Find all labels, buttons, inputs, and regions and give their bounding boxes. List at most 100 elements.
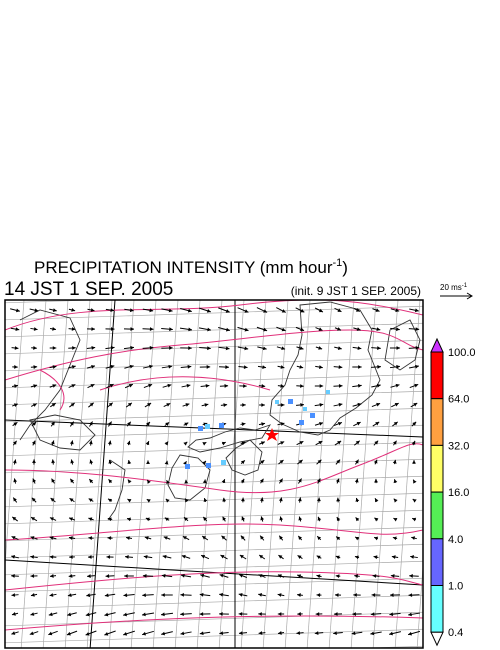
wind-arrow-head xyxy=(412,460,416,464)
wind-arrow-head xyxy=(219,573,224,578)
colorbar-label: 32.0 xyxy=(448,440,469,452)
wind-arrow-head xyxy=(52,308,57,312)
wind-arrow-head xyxy=(297,574,302,578)
wind-arrow-head xyxy=(244,327,249,332)
parallel xyxy=(5,611,423,627)
wind-arrow-head xyxy=(355,517,360,522)
wind-arrow-head xyxy=(238,592,243,597)
wind-arrow-head xyxy=(318,346,323,350)
precipitation-cells xyxy=(185,390,330,469)
wind-arrow-head xyxy=(412,517,417,522)
wind-arrow-head xyxy=(335,574,340,579)
wind-arrow-head xyxy=(12,459,17,464)
wind-arrow-head xyxy=(414,383,419,388)
wind-arrow-head xyxy=(374,517,379,522)
wind-arrow-head xyxy=(373,459,378,464)
colorbar-label: 0.4 xyxy=(448,627,463,639)
wind-arrow-head xyxy=(390,574,395,578)
wind-arrow-head xyxy=(30,574,35,578)
wind-arrow-head xyxy=(145,517,150,522)
wind-arrow-head xyxy=(91,364,95,369)
wind-arrow-head xyxy=(298,535,303,540)
wind-arrow-head xyxy=(358,365,362,369)
wind-arrow-head xyxy=(167,383,172,388)
wind-vectors xyxy=(10,307,421,636)
wind-arrow-head xyxy=(127,460,132,464)
wind-arrow-head xyxy=(316,478,321,483)
wind-arrow-head xyxy=(71,384,76,388)
wind-arrow-head xyxy=(408,593,413,598)
wind-arrow-head xyxy=(70,402,75,407)
wind-arrow-head xyxy=(107,536,112,540)
wind-arrow-head xyxy=(49,593,54,597)
wind-arrow-head xyxy=(261,422,266,426)
wind-arrow-head xyxy=(280,403,285,407)
wind-arrow-head xyxy=(355,440,360,445)
wind-arrow-head xyxy=(261,403,265,407)
wind-arrow-head xyxy=(164,460,169,465)
wind-arrow-head xyxy=(185,403,190,407)
wind-arrow-head xyxy=(110,327,115,331)
colorbar-label: 1.0 xyxy=(448,581,463,593)
wind-arrow-head xyxy=(70,459,75,464)
wind-arrow-head xyxy=(108,421,112,426)
meridian xyxy=(328,300,355,648)
wind-arrow-head xyxy=(85,612,90,617)
wind-arrow-head xyxy=(298,516,303,521)
wind-arrow-head xyxy=(281,309,286,313)
wind-arrow-head xyxy=(318,441,323,445)
meridian xyxy=(130,300,157,648)
wind-arrow-head xyxy=(68,574,73,578)
wind-arrow-head xyxy=(376,383,381,388)
colorbar-box xyxy=(430,398,444,446)
wind-arrow-head xyxy=(52,365,57,369)
meridian xyxy=(20,300,47,648)
wind-arrow-head xyxy=(165,498,170,503)
colorbar-label: 4.0 xyxy=(448,534,463,546)
wind-arrow-head xyxy=(199,592,204,597)
colorbar-box xyxy=(430,491,444,540)
wind-arrow-head xyxy=(202,442,207,446)
contour-lines xyxy=(5,300,423,631)
wind-arrow-head xyxy=(146,460,150,465)
vector-scale-arrow xyxy=(440,292,473,300)
wind-arrow-head xyxy=(391,555,396,559)
wind-arrow-head xyxy=(182,536,187,540)
wind-arrow-head xyxy=(51,478,56,483)
wind-arrow-head xyxy=(149,345,154,350)
parallel xyxy=(5,526,423,542)
meridian xyxy=(394,300,421,648)
wind-arrow-head xyxy=(105,574,110,578)
wind-arrow-head xyxy=(33,365,38,369)
meridian xyxy=(350,300,377,648)
colorbar-box xyxy=(430,351,444,400)
wind-arrow-head xyxy=(163,536,168,540)
wind-arrow-head xyxy=(166,480,170,485)
wind-arrow-head xyxy=(104,612,109,617)
wind-arrow-head xyxy=(203,498,208,503)
wind-arrow-head xyxy=(241,441,246,446)
meridian xyxy=(152,300,179,648)
wind-arrow-head xyxy=(123,612,127,617)
wind-arrow-head xyxy=(142,574,147,578)
wind-arrow-head xyxy=(225,309,230,313)
wind-arrow-head xyxy=(149,364,153,369)
meridian xyxy=(416,561,423,648)
wind-arrow-head xyxy=(31,497,36,502)
wind-arrow-head xyxy=(142,631,147,636)
wind-arrow-head xyxy=(377,346,381,351)
wind-arrow-head xyxy=(376,402,381,407)
colorbar-label: 64.0 xyxy=(448,394,469,406)
meridian xyxy=(372,300,399,648)
wind-arrow-head xyxy=(90,308,95,312)
wind-arrow-head xyxy=(297,612,301,616)
wind-arrow-head xyxy=(130,327,135,331)
title: PRECIPITATION INTENSITY (mm hour-1) xyxy=(34,257,348,277)
wind-arrow-head xyxy=(186,383,191,388)
wind-arrow-head xyxy=(207,346,211,351)
wind-arrow-head xyxy=(108,498,113,503)
wind-arrow-head xyxy=(70,478,74,483)
wind-arrow-head xyxy=(222,516,227,521)
wind-arrow-head xyxy=(415,327,420,332)
wind-arrow-head xyxy=(71,308,76,312)
